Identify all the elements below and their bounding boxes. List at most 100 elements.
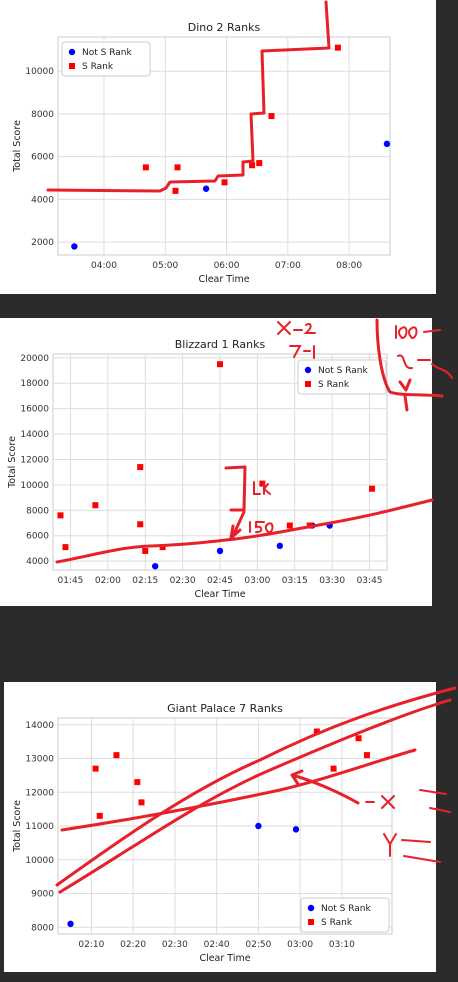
x-tick-label: 07:00: [275, 261, 301, 271]
legend-marker-s-rank: [69, 63, 75, 69]
y-tick-label: 6000: [26, 532, 49, 542]
data-point-not-s-rank: [255, 822, 262, 830]
y-tick-label: 12000: [20, 455, 49, 465]
legend-marker-not-s-rank: [304, 366, 312, 374]
legend-marker-not-s-rank: [68, 48, 76, 56]
chart-title: Dino 2 Ranks: [188, 21, 261, 34]
legend-marker-s-rank: [308, 919, 314, 925]
y-tick-label: 9000: [31, 890, 54, 900]
data-point-s-rank: [92, 765, 99, 772]
data-point-s-rank: [369, 485, 376, 492]
legend-label: S Rank: [318, 380, 350, 390]
legend-label: S Rank: [82, 62, 114, 72]
x-tick-label: 08:00: [336, 261, 362, 271]
legend-label: S Rank: [321, 918, 353, 928]
data-point-not-s-rank: [202, 185, 210, 192]
x-axis-label: Clear Time: [198, 274, 249, 285]
data-point-not-s-rank: [276, 542, 284, 550]
x-tick-label: 03:00: [244, 576, 270, 586]
data-point-not-s-rank: [67, 920, 74, 928]
data-point-s-rank: [259, 480, 266, 487]
x-tick-label: 02:00: [95, 576, 121, 586]
y-tick-label: 13000: [25, 755, 54, 765]
data-point-not-s-rank: [326, 522, 333, 529]
y-tick-label: 14000: [20, 430, 49, 440]
data-point-s-rank: [137, 464, 144, 471]
data-point-s-rank: [334, 44, 341, 51]
data-point-not-s-rank: [71, 243, 78, 250]
y-tick-label: 8000: [26, 506, 49, 516]
y-tick-label: 8000: [31, 110, 54, 120]
x-tick-label: 04:00: [91, 261, 117, 271]
x-tick-label: 02:50: [245, 940, 271, 950]
data-point-not-s-rank: [151, 562, 159, 570]
chart-2: 01:45 02:00 02:15 02:30 02:45 03:00 03:15 03:30…: [7, 338, 388, 600]
data-point-s-rank: [62, 544, 69, 551]
data-point-s-rank: [256, 160, 263, 167]
data-point-s-rank: [221, 179, 228, 186]
data-point-s-rank: [113, 752, 120, 759]
chart-1: 04:00 05:00 06:00 07:00 08:00 2000 4000 6000 800…: [12, 21, 391, 285]
y-tick-label: 20000: [20, 354, 49, 364]
x-tick-label: 03:00: [287, 940, 313, 950]
x-tick-label: 03:10: [329, 940, 355, 950]
data-point-s-rank: [363, 752, 370, 759]
y-tick-label: 4000: [31, 195, 54, 205]
legend-marker-not-s-rank: [307, 904, 315, 912]
chart-title: Blizzard 1 Ranks: [175, 338, 266, 351]
x-tick-label: 02:30: [170, 576, 196, 586]
x-tick-label: 02:10: [78, 940, 104, 950]
y-axis-label: Total Score: [7, 436, 18, 489]
data-point-not-s-rank: [292, 826, 300, 833]
y-tick-label: 4000: [26, 557, 49, 567]
x-tick-label: 02:40: [204, 940, 230, 950]
data-point-s-rank: [306, 522, 313, 529]
x-tick-label: 02:45: [207, 576, 233, 586]
y-tick-label: 14000: [25, 721, 54, 731]
data-point-s-rank: [134, 779, 141, 786]
legend-marker-s-rank: [305, 381, 311, 387]
data-point-not-s-rank: [216, 547, 224, 555]
chart-title: Giant Palace 7 Ranks: [167, 702, 283, 715]
x-tick-label: 01:45: [57, 576, 83, 586]
x-axis-label: Clear Time: [194, 589, 245, 600]
data-point-s-rank: [138, 799, 145, 806]
chart-3: 02:10 02:20 02:30 02:40 02:50 03:00 03:10 8000 9…: [12, 702, 393, 964]
data-point-s-rank: [142, 547, 149, 554]
y-tick-label: 6000: [31, 153, 54, 163]
x-tick-label: 06:00: [214, 261, 240, 271]
x-axis-label: Clear Time: [199, 953, 250, 964]
legend-box: [300, 897, 390, 933]
data-point-s-rank: [142, 164, 149, 171]
data-point-s-rank: [96, 812, 103, 819]
data-point-s-rank: [137, 521, 144, 528]
data-point-s-rank: [286, 522, 293, 529]
y-tick-label: 2000: [31, 238, 54, 248]
y-tick-label: 16000: [20, 405, 49, 415]
data-point-s-rank: [355, 735, 362, 742]
legend-label: Not S Rank: [318, 366, 368, 376]
legend-label: Not S Rank: [321, 904, 371, 914]
x-tick-label: 05:00: [152, 261, 178, 271]
x-tick-label: 03:15: [282, 576, 308, 586]
data-point-s-rank: [57, 512, 64, 519]
y-tick-label: 11000: [25, 822, 54, 832]
legend-label: Not S Rank: [82, 48, 132, 58]
y-tick-label: 10000: [20, 481, 49, 491]
x-tick-label: 03:45: [357, 576, 383, 586]
data-point-s-rank: [217, 361, 223, 368]
y-axis-label: Total Score: [12, 800, 23, 853]
data-point-s-rank: [92, 502, 99, 509]
y-tick-label: 10000: [25, 67, 54, 77]
data-point-s-rank: [172, 187, 179, 194]
data-point-s-rank: [174, 164, 181, 171]
data-point-s-rank: [268, 113, 275, 120]
data-point-s-rank: [249, 162, 256, 169]
data-point-not-s-rank: [383, 140, 391, 148]
data-point-s-rank: [313, 728, 320, 735]
x-tick-label: 03:30: [319, 576, 345, 586]
y-tick-label: 8000: [31, 923, 54, 933]
y-tick-label: 12000: [25, 788, 54, 798]
data-point-s-rank: [159, 544, 166, 551]
y-axis-label: Total Score: [12, 120, 23, 173]
